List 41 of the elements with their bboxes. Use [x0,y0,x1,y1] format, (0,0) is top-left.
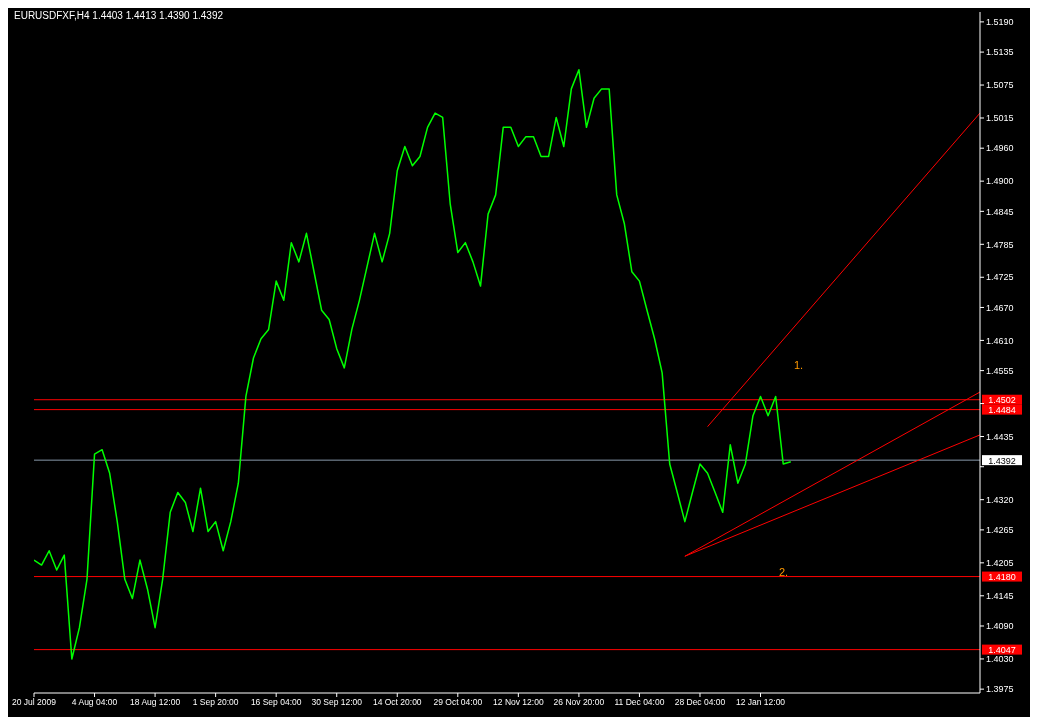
x-tick-label: 29 Oct 04:00 [433,697,483,708]
x-tick-label: 16 Sep 04:00 [250,697,302,708]
ref-line-label: 1.4502 [988,395,1016,406]
y-tick-label: 1.4205 [986,558,1014,569]
x-tick-label: 18 Aug 12:00 [130,697,181,708]
x-tick-label: 1 Sep 20:00 [192,697,239,708]
y-tick-label: 1.5135 [986,47,1014,58]
x-tick-label: 14 Oct 20:00 [372,697,422,708]
y-tick-label: 1.4610 [986,335,1014,346]
ref-line-label: 1.4047 [988,645,1016,656]
y-tick-label: 1.4320 [986,494,1014,505]
y-tick-label: 1.4145 [986,590,1014,601]
y-tick-label: 1.4090 [986,621,1014,632]
x-tick-label: 4 Aug 04:00 [71,697,118,708]
chart-title: EURUSDFXF,H4 1.4403 1.4413 1.4390 1.4392 [14,10,224,21]
y-tick-label: 1.4555 [986,365,1014,376]
x-tick-label: 11 Dec 04:00 [614,697,665,708]
x-tick-label: 28 Dec 04:00 [674,697,726,708]
x-tick-label: 12 Jan 12:00 [735,697,786,708]
y-tick-label: 1.4030 [986,654,1014,665]
annotation: 1. [794,359,804,371]
ref-line-label: 1.4180 [988,572,1016,583]
ref-line-label: 1.4392 [988,455,1016,466]
y-tick-label: 1.4785 [986,239,1014,250]
y-tick-label: 1.4960 [986,143,1014,154]
x-tick-label: 30 Sep 12:00 [311,697,363,708]
y-tick-label: 1.4670 [986,302,1014,313]
y-tick-label: 1.4845 [986,206,1014,217]
y-tick-label: 1.5075 [986,80,1014,91]
y-tick-label: 1.4900 [986,176,1014,187]
y-tick-label: 1.3975 [986,684,1014,695]
y-tick-label: 1.4725 [986,272,1014,283]
y-tick-label: 1.4435 [986,431,1014,442]
y-tick-label: 1.5015 [986,113,1014,124]
x-tick-label: 20 Jul 2009 [12,697,57,708]
y-tick-label: 1.5190 [986,17,1014,28]
x-tick-label: 26 Nov 20:00 [553,697,605,708]
annotation: 2. [779,566,789,578]
y-tick-label: 1.4265 [986,525,1014,536]
ref-line-label: 1.4484 [988,405,1016,416]
x-tick-label: 12 Nov 12:00 [493,697,544,708]
